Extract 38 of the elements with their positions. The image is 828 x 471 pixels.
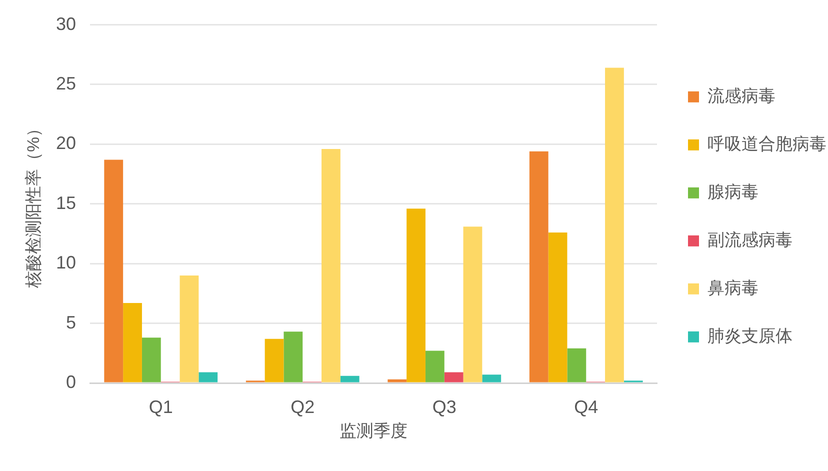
legend-label: 流感病毒	[708, 86, 776, 106]
x-tick-label: Q3	[432, 396, 456, 417]
bar	[198, 372, 218, 382]
legend-label: 腺病毒	[708, 182, 758, 202]
bar	[340, 376, 360, 382]
y-axis-title: 核酸检测阳性率（%）	[24, 120, 43, 289]
bar	[388, 379, 407, 382]
bar	[264, 338, 284, 382]
bar	[605, 68, 624, 382]
bar	[529, 151, 548, 382]
legend-label: 副流感病毒	[708, 230, 792, 250]
bar	[322, 148, 340, 382]
bar	[444, 372, 464, 382]
x-tick-label: Q1	[148, 396, 173, 417]
x-axis-title: 监测季度	[340, 421, 408, 440]
bar	[123, 303, 142, 382]
y-tick-label: 0	[66, 372, 76, 392]
bar	[548, 232, 568, 382]
bar	[104, 160, 124, 382]
legend-label: 呼吸道合胞病毒	[708, 134, 826, 154]
y-tick-label: 20	[56, 133, 76, 154]
bar	[567, 348, 586, 382]
bar	[425, 350, 444, 382]
legend-label: 肺炎支原体	[708, 326, 792, 346]
bar	[406, 208, 426, 382]
bar	[180, 276, 199, 382]
y-tick-label: 30	[56, 14, 76, 34]
y-tick-label: 10	[56, 252, 76, 273]
bar	[482, 374, 502, 382]
y-tick-label: 25	[56, 73, 76, 94]
bar	[142, 338, 161, 382]
legend-label: 鼻病毒	[708, 278, 758, 298]
y-tick-label: 5	[66, 312, 76, 332]
x-tick-label: Q2	[290, 396, 315, 417]
x-tick-label: Q4	[574, 396, 598, 417]
y-tick-label: 15	[56, 192, 76, 213]
bar	[284, 332, 303, 382]
bar	[463, 226, 482, 382]
